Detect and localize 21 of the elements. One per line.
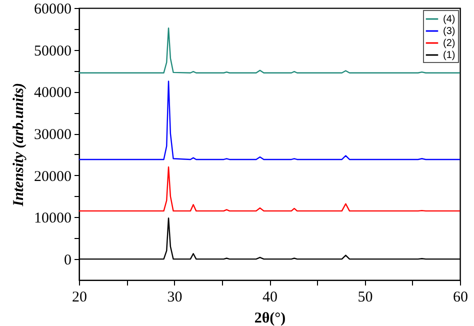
y-axis-title: Intensity (arb.units) [11,82,27,208]
line-series [79,27,460,74]
x-tick-label: 20 [72,290,87,306]
y-tick-label: 0 [64,252,72,269]
x-tick-label: 30 [167,290,182,306]
x-tick-label: 40 [262,290,278,306]
line-series [79,80,460,160]
x-tick-label: 50 [358,290,373,306]
x-tick-label: 60 [453,290,468,306]
legend-label: (1) [443,50,456,61]
line-series [79,166,460,212]
legend-label: (3) [443,26,456,37]
y-tick-label: 30000 [34,127,72,144]
y-tick-label: 60000 [34,2,72,18]
y-tick-label: 40000 [34,85,72,102]
y-tick-label: 20000 [34,168,72,185]
y-tick-label: 10000 [34,210,72,227]
legend-label: (4) [443,14,456,25]
y-tick-label: 50000 [34,43,72,60]
x-axis-title: 2θ(°) [254,310,286,326]
legend-label: (2) [443,38,456,49]
